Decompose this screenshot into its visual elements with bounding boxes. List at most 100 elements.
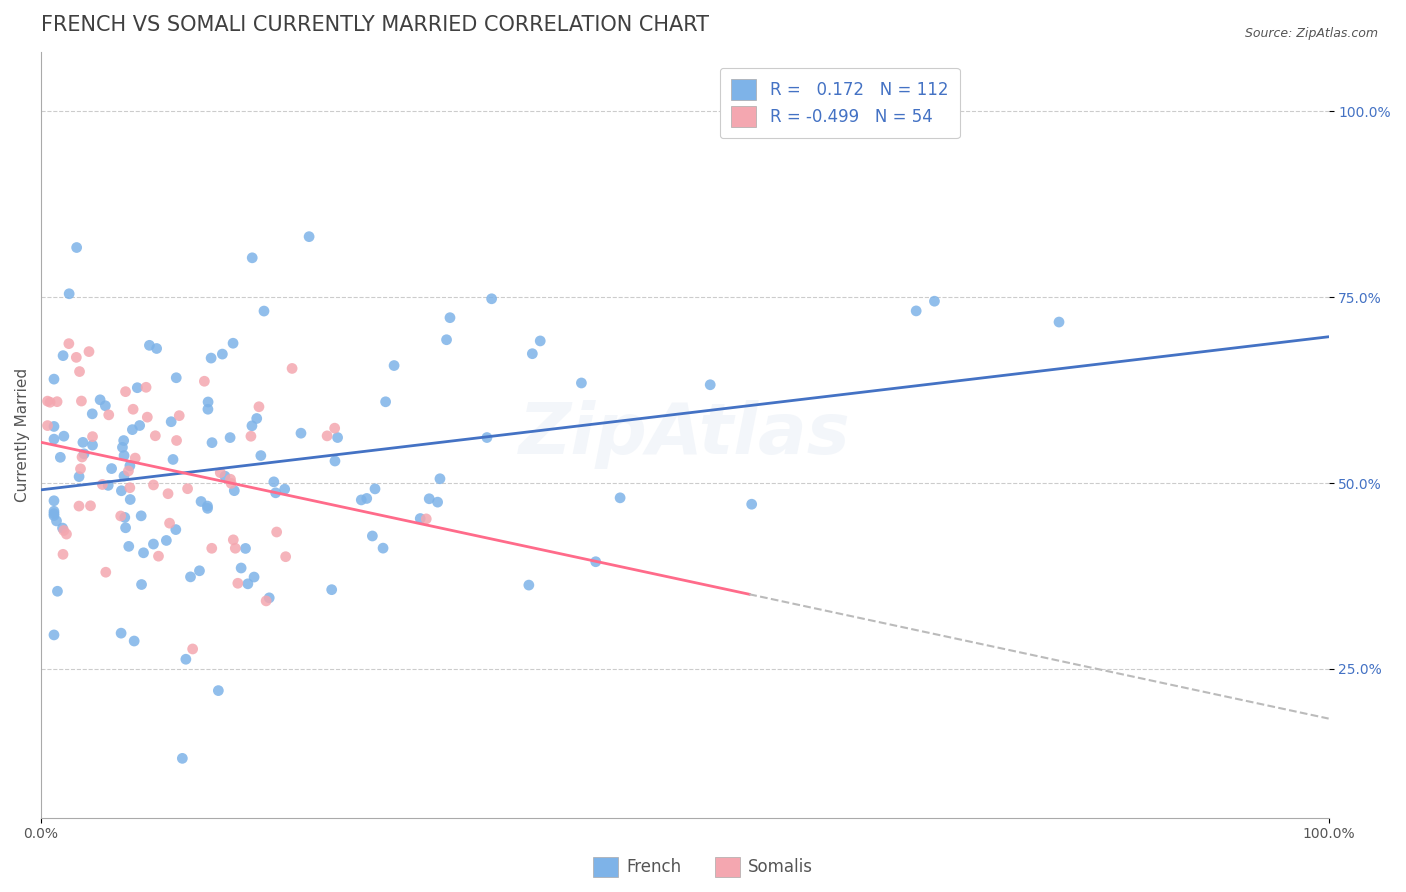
Point [49,450,72,465]
Point [436,333,458,347]
Point [323,454,346,468]
Point [42,493,65,508]
Point [82,407,104,421]
Point [70,450,93,464]
Point [188,564,211,578]
Point [122,634,145,648]
Point [174,652,197,666]
Point [94,565,117,579]
Point [142,478,165,492]
Point [281,361,304,376]
Point [235,541,257,556]
Point [42,419,65,434]
Point [211,347,233,361]
Point [55,527,77,541]
Point [236,577,259,591]
Point [197,402,219,417]
Point [46,394,69,409]
Point [112,449,135,463]
Point [114,510,136,524]
Point [97,408,120,422]
Text: FRENCH VS SOMALI CURRENTLY MARRIED CORRELATION CHART: FRENCH VS SOMALI CURRENTLY MARRIED CORRE… [41,15,709,35]
Point [529,334,551,348]
Point [374,394,396,409]
Point [69,365,91,379]
Point [201,541,224,556]
Point [127,381,149,395]
Point [257,591,280,605]
Point [65,351,87,365]
Point [118,481,141,495]
Point [42,507,65,521]
Point [79,499,101,513]
Point [1047,315,1070,329]
Point [58,286,80,301]
Point [429,472,451,486]
Point [214,469,236,483]
Point [224,483,246,498]
Point [201,435,224,450]
Point [42,508,65,523]
Point [118,458,141,473]
Point [67,469,90,483]
Point [118,540,141,554]
Point [266,524,288,539]
Point [148,549,170,564]
Point [160,415,183,429]
Point [69,462,91,476]
Point [439,310,461,325]
Point [240,251,263,265]
Point [418,491,440,506]
Point [124,451,146,466]
Point [37,418,59,433]
Point [361,529,384,543]
Point [135,380,157,394]
Point [219,476,242,491]
Point [97,478,120,492]
Point [298,229,321,244]
Point [72,435,94,450]
Point [240,418,263,433]
Point [42,432,65,446]
Point [243,570,266,584]
Point [89,392,111,407]
Point [172,751,194,765]
Point [222,533,245,547]
Point [356,491,378,506]
Point [91,477,114,491]
Point [264,485,287,500]
Point [37,394,59,409]
Point [273,482,295,496]
Point [155,533,177,548]
Point [222,336,245,351]
Point [250,449,273,463]
Point [157,486,180,500]
Point [326,431,349,445]
Point [254,594,277,608]
Point [190,494,212,508]
Point [122,402,145,417]
Point [46,584,69,599]
Point [316,429,339,443]
Point [66,240,89,254]
Point [51,521,73,535]
Point [39,395,62,409]
Point [585,555,607,569]
Point [52,547,75,561]
Point [924,294,946,309]
Point [263,475,285,489]
Point [176,482,198,496]
Point [209,466,232,480]
Point [197,499,219,513]
Point [67,499,90,513]
Point [200,351,222,365]
Point [219,472,242,486]
Point [246,411,269,425]
Point [181,642,204,657]
Point [110,626,132,640]
Point [475,431,498,445]
Point [364,482,387,496]
Point [82,429,104,443]
Point [426,495,449,509]
Point [231,561,253,575]
